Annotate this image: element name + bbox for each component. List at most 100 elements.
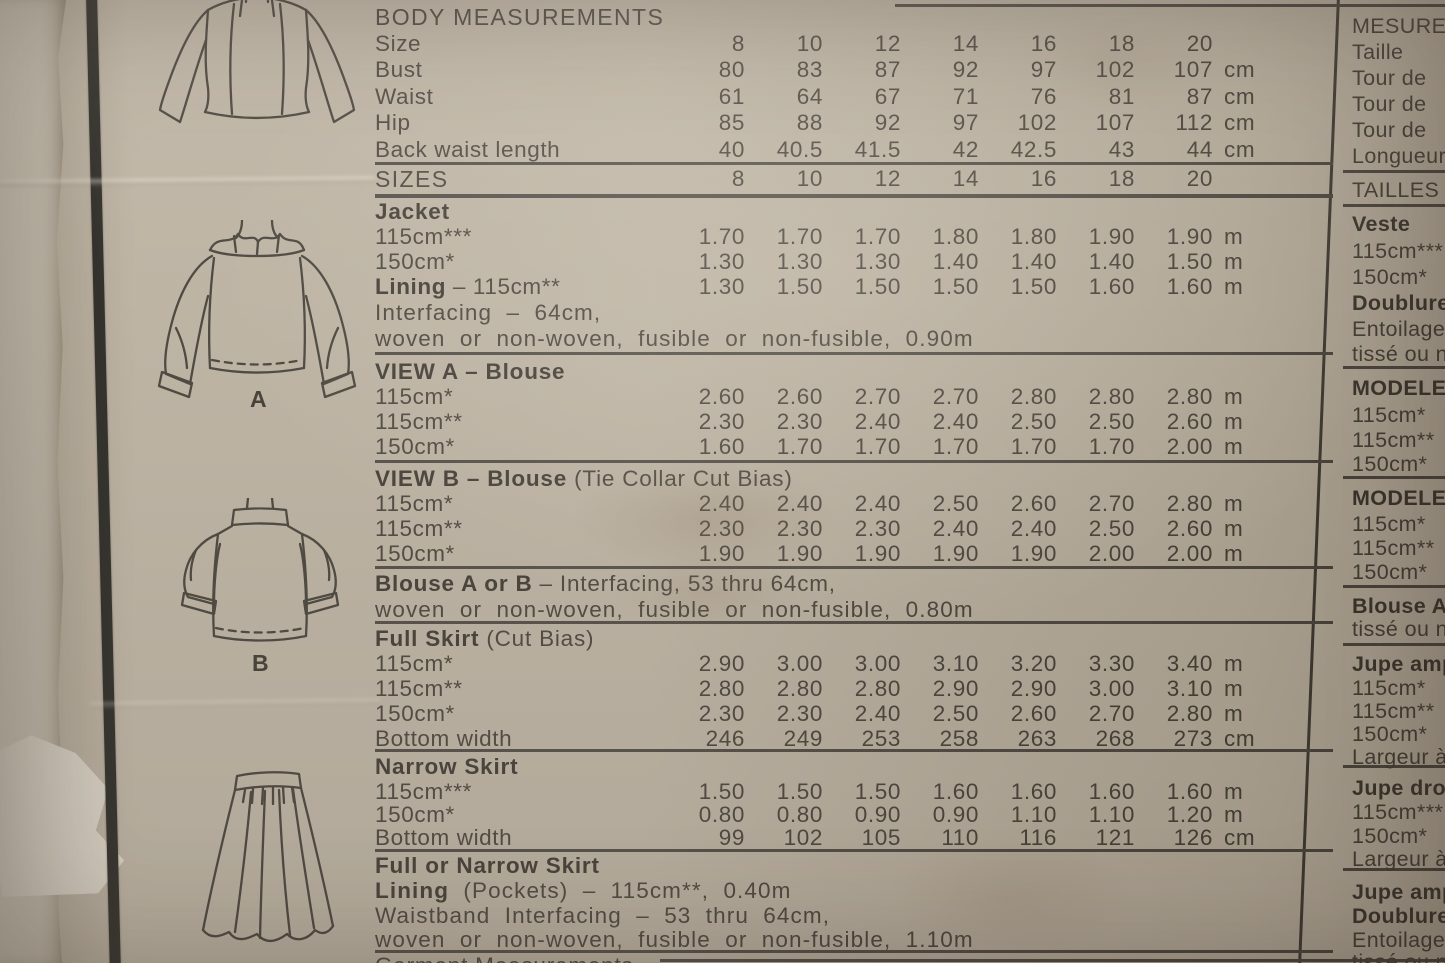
french-text-line: 150cm* [1352, 560, 1428, 584]
row-value: 1.60 [932, 779, 979, 804]
french-text-line: TAILLES [1352, 178, 1440, 202]
row-value: 1.90 [698, 541, 745, 566]
row-unit: cm [1224, 825, 1256, 850]
french-text-line: Longueur [1352, 144, 1445, 168]
row-value: 2.00 [1088, 541, 1135, 566]
row-label: 115cm*** [375, 779, 472, 804]
row-label: Lining – 115cm** [375, 274, 561, 299]
row-value: 2.50 [1088, 516, 1135, 541]
row-value: 2.00 [1166, 541, 1213, 566]
row-value: 2.80 [1166, 701, 1213, 726]
french-text-line: Entoilage [1352, 317, 1445, 341]
blouse-a-or-b-notes: woven or non-woven, fusible or non-fusib… [375, 597, 1333, 623]
blouse-a-back-illustration [157, 220, 357, 399]
row-value: 102 [1095, 57, 1135, 83]
jacket-section: Jacket 115cm*** 1.70 1.70 1.70 1.80 1.80… [375, 199, 1333, 351]
row-unit: cm [1224, 57, 1256, 83]
row-unit: m [1224, 701, 1244, 726]
row-value: 2.90 [1010, 676, 1057, 701]
row-value: 1.70 [776, 224, 823, 249]
row-value: 12 [874, 31, 901, 56]
table-row: Hip 85 88 92 97 102 107 112 cm [375, 111, 1333, 137]
table-rule [1343, 643, 1445, 646]
table-rule [375, 849, 1333, 852]
row-label: 115cm* [375, 491, 454, 516]
row-value: 1.60 [1088, 274, 1135, 299]
row-value: 2.40 [932, 516, 979, 541]
row-value: 2.60 [1010, 491, 1057, 516]
row-value: 2.80 [776, 676, 823, 701]
narrow-skirt-rows: 115cm*** 1.50 1.50 1.50 1.60 1.60 1.60 1… [375, 779, 1333, 850]
table-rule [1343, 585, 1445, 588]
row-value: 2.80 [1166, 384, 1213, 409]
row-value: 2.40 [854, 701, 901, 726]
table-row: Bottom width 99 102 105 110 116 121 126 … [375, 825, 1333, 850]
torn-paper-flap [0, 720, 176, 905]
row-value: 1.70 [932, 434, 979, 459]
row-value: 10 [796, 166, 823, 191]
row-value: 105 [861, 825, 901, 850]
french-text-line: 150cm* [1352, 265, 1428, 289]
row-value: 43 [1108, 136, 1135, 162]
french-text-line: tissé ou non [1352, 950, 1445, 963]
row-value: 3.40 [1166, 651, 1213, 676]
table-row: 115cm* 2.40 2.40 2.40 2.50 2.60 2.70 2.8… [375, 492, 1333, 517]
table-rule [895, 4, 1445, 7]
row-value: 12 [874, 166, 901, 191]
row-unit: m [1224, 676, 1244, 701]
french-text-line: MODELE A [1352, 376, 1445, 400]
row-value: 1.50 [1010, 274, 1057, 299]
full-skirt-title: Full Skirt (Cut Bias) [375, 626, 595, 651]
row-value: 3.20 [1010, 651, 1057, 676]
row-value: 2.60 [1010, 701, 1057, 726]
row-value: 2.60 [698, 384, 745, 409]
row-value: 0.90 [932, 802, 979, 827]
jacket-title: Jacket [375, 199, 450, 224]
row-label: 150cm* [375, 434, 455, 459]
row-value: 107 [1173, 57, 1213, 83]
row-value: 2.30 [698, 409, 745, 434]
row-value: 2.70 [1088, 491, 1135, 516]
row-value: 1.50 [854, 274, 901, 299]
row-value: 1.60 [1088, 779, 1135, 804]
row-label: 115cm* [375, 384, 454, 409]
row-value: 2.50 [932, 491, 979, 516]
row-value: 18 [1108, 31, 1135, 56]
narrow-skirt-title: Narrow Skirt [375, 754, 519, 779]
row-value: 87 [1186, 83, 1213, 109]
row-unit: m [1224, 779, 1244, 804]
row-value: 2.30 [854, 516, 901, 541]
full-or-narrow-skirt-notes: Lining (Pockets) – 115cm**, 0.40m Waistb… [375, 878, 1333, 953]
table-rule [375, 162, 1333, 165]
row-value: 42 [952, 136, 979, 162]
row-value: 273 [1173, 726, 1213, 751]
row-value: 2.80 [1166, 491, 1213, 516]
row-unit [1213, 32, 1269, 58]
row-value: 1.60 [1166, 274, 1213, 299]
row-value: 92 [952, 57, 979, 83]
row-value: 102 [783, 825, 823, 850]
row-value: 87 [874, 57, 901, 83]
row-value: 80 [718, 57, 745, 83]
row-value: 40.5 [776, 136, 823, 162]
table-row: 150cm* 2.30 2.30 2.40 2.50 2.60 2.70 2.8… [375, 702, 1333, 727]
note-line: woven or non-woven, fusible or non-fusib… [375, 597, 974, 622]
jacket-rows: 115cm*** 1.70 1.70 1.70 1.80 1.80 1.90 1… [375, 225, 1333, 300]
table-row: Back waist length 40 40.5 41.5 42 42.5 4… [375, 136, 1333, 164]
table-row: 150cm* 0.80 0.80 0.90 0.90 1.10 1.10 1.2… [375, 802, 1333, 827]
row-value: 3.00 [854, 651, 901, 676]
row-value: 2.80 [1088, 384, 1135, 409]
french-text-line: Doublure [1352, 291, 1445, 315]
row-value: 1.90 [1166, 224, 1213, 249]
table-rule [375, 950, 1333, 953]
row-value: 2.80 [1010, 384, 1057, 409]
row-value: 16 [1030, 31, 1057, 56]
row-value: 1.30 [698, 249, 745, 274]
row-value: 67 [874, 83, 901, 109]
row-value: 3.10 [1166, 676, 1213, 701]
row-value: 112 [1175, 110, 1213, 136]
row-value: 2.50 [1088, 409, 1135, 434]
table-row: 115cm** 2.30 2.30 2.40 2.40 2.50 2.50 2.… [375, 410, 1333, 435]
french-text-line: 115cm*** [1352, 239, 1444, 263]
row-value: 1.90 [932, 541, 979, 566]
